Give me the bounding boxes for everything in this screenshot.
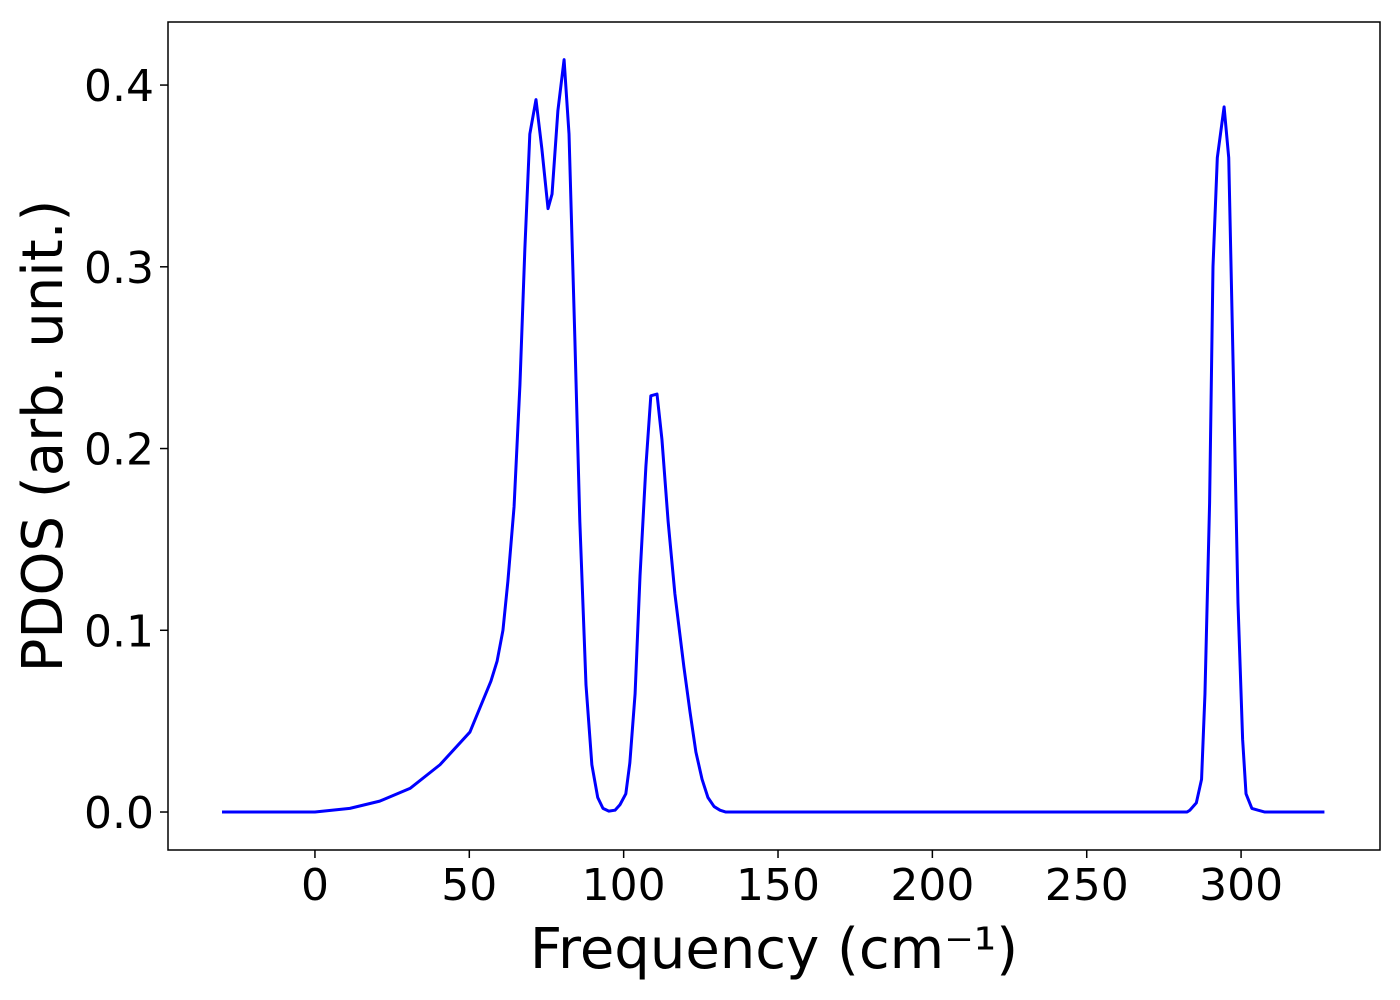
y-tick-label: 0.0	[84, 788, 154, 839]
x-tick-label: 200	[890, 860, 974, 911]
y-axis-label: PDOS (arb. unit.)	[11, 200, 76, 673]
x-tick-label: 50	[441, 860, 497, 911]
y-tick-label: 0.1	[84, 606, 154, 657]
y-tick-label: 0.2	[84, 425, 154, 476]
x-axis-label: Frequency (cm⁻¹)	[530, 917, 1018, 982]
x-tick-label: 150	[736, 860, 820, 911]
plot-frame	[167, 21, 1381, 851]
y-tick-label: 0.3	[84, 243, 154, 294]
y-tick-label: 0.4	[84, 61, 154, 112]
x-tick-label: 300	[1199, 860, 1283, 911]
x-tick-label: 0	[301, 860, 329, 911]
x-tick-label: 100	[582, 860, 666, 911]
x-tick-label: 250	[1045, 860, 1129, 911]
data-line	[222, 58, 1325, 814]
